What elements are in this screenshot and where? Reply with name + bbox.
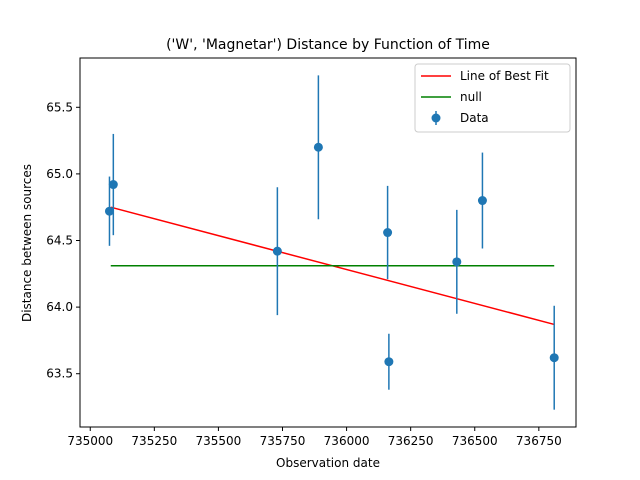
- x-axis-label: Observation date: [276, 456, 380, 470]
- y-axis-label: Distance between sources: [20, 164, 34, 322]
- y-tick-label: 63.5: [46, 367, 73, 381]
- axes-frame: [79, 57, 577, 428]
- x-tick-label: 736750: [516, 434, 562, 448]
- data-point: [383, 228, 393, 238]
- data-point: [313, 142, 323, 152]
- data-point: [549, 353, 559, 363]
- x-tick-label: 736000: [324, 434, 370, 448]
- legend-swatch-marker: [431, 113, 441, 123]
- legend-label: Data: [460, 111, 489, 125]
- y-tick-label: 64.0: [46, 300, 73, 314]
- legend-box: [414, 63, 571, 133]
- chart-title: ('W', 'Magnetar') Distance by Function o…: [166, 37, 490, 53]
- x-tick-label: 736500: [452, 434, 498, 448]
- x-tick-label: 735500: [196, 434, 242, 448]
- x-tick-label: 736250: [388, 434, 434, 448]
- y-tick-label: 65.5: [46, 100, 73, 114]
- data-point: [108, 180, 118, 190]
- data-point: [272, 246, 282, 256]
- x-axis: 735000 735250 735500 735750 736000 736250 7365…: [67, 427, 562, 448]
- y-tick-label: 65.0: [46, 167, 73, 181]
- x-tick-label: 735250: [131, 434, 177, 448]
- data-point: [452, 257, 462, 267]
- data-point: [384, 357, 394, 367]
- y-axis: 63.5 64.0 64.5 65.0 65.5: [46, 100, 80, 381]
- x-tick-label: 735000: [67, 434, 113, 448]
- plot-area: [104, 75, 559, 410]
- data-point: [477, 196, 487, 206]
- y-tick-label: 64.5: [46, 234, 73, 248]
- legend-label: Line of Best Fit: [460, 69, 549, 83]
- data-point: [104, 206, 114, 216]
- x-tick-label: 735750: [260, 434, 306, 448]
- legend-label: null: [460, 90, 482, 104]
- legend: Line of Best Fit null Data: [414, 63, 571, 133]
